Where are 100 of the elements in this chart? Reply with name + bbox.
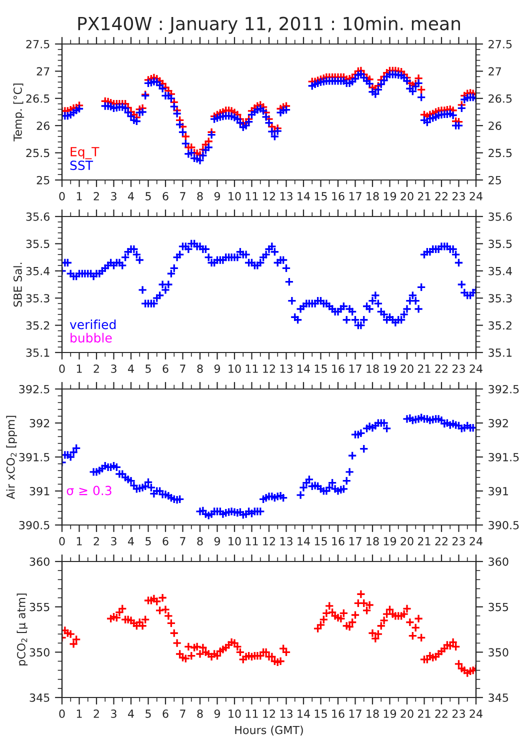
x-tick-label: 17 (349, 192, 362, 200)
x-tick-label: 11 (246, 364, 258, 373)
y-tick-label: 26 (36, 122, 50, 130)
y-tick-label: 35.6 (26, 212, 50, 221)
x-tick-label: 3 (111, 710, 116, 718)
x-tick-label: 5 (146, 537, 151, 546)
x-tick-label: 24 (470, 710, 482, 718)
x-tick-label: 16 (332, 364, 344, 373)
x-tick-label: 16 (332, 710, 344, 718)
x-tick-label: 8 (197, 364, 203, 373)
x-tick-label: 2 (94, 364, 99, 373)
y2-tick-label: 25 (488, 176, 501, 184)
x-tick-label: 10 (228, 537, 241, 546)
y-tick-label: 355 (30, 602, 50, 612)
x-tick-label: 6 (162, 364, 168, 373)
y-tick-label: 25.5 (26, 148, 50, 158)
y-tick-label: 35.1 (26, 348, 50, 357)
y2-tick-label: 35.1 (488, 348, 512, 357)
y-tick-label: 392 (30, 418, 50, 428)
chart-title: PX140W : January 11, 2011 : 10min. mean (78, 16, 460, 34)
y2-tick-label: 27.5 (488, 40, 512, 48)
x-tick-label: 9 (214, 537, 220, 546)
y2-tick-label: 392.5 (488, 384, 519, 394)
x-tick-label: 14 (298, 192, 310, 200)
x-tick-label: 6 (162, 537, 168, 546)
x-tick-label: 6 (162, 192, 168, 200)
x-tick-label: 19 (384, 364, 396, 373)
x-tick-label: 18 (366, 192, 379, 200)
x-tick-label: 13 (280, 710, 292, 718)
x-tick-label: 14 (298, 537, 310, 546)
x-tick-label: 8 (197, 192, 203, 200)
y2-tick-label: 35.6 (488, 212, 512, 221)
x-tick-label: 22 (435, 364, 448, 373)
x-tick-label: 0 (59, 364, 65, 373)
y-tick-label: 391.5 (19, 452, 50, 462)
x-tick-label: 13 (280, 364, 292, 373)
x-tick-label: 24 (470, 364, 482, 373)
x-tick-label: 12 (263, 537, 275, 546)
x-tick-label: 20 (400, 364, 414, 373)
y-tick-label: 27 (36, 67, 50, 76)
x-tick-label: 4 (128, 537, 134, 546)
y-tick-label: 27.5 (26, 40, 50, 48)
x-tick-label: 24 (470, 537, 482, 546)
y-axis-title: pCO$_{2}$ [μ atm] (16, 594, 28, 666)
x-tick-label: 16 (332, 537, 344, 546)
x-tick-label: 23 (452, 192, 465, 200)
x-tick-label: 1 (76, 192, 82, 200)
y-tick-label: 26.5 (26, 94, 50, 103)
x-tick-label: 4 (128, 710, 134, 718)
x-tick-label: 23 (452, 537, 465, 546)
legend-label: bubble (70, 332, 112, 343)
x-tick-label: 7 (180, 364, 186, 373)
y2-tick-label: 392 (488, 418, 508, 428)
y-tick-label: 345 (30, 693, 50, 702)
x-tick-label: 2 (94, 192, 99, 200)
x-tick-label: 17 (349, 710, 362, 718)
x-tick-label: 14 (298, 364, 310, 373)
x-tick-label: 0 (59, 192, 65, 200)
x-tick-label: 2 (94, 537, 99, 546)
y-tick-label: 35.3 (26, 294, 50, 302)
y2-tick-label: 25.5 (488, 148, 512, 158)
x-tick-label: 1 (76, 710, 82, 718)
x-tick-label: 15 (314, 364, 327, 373)
y2-tick-label: 390.5 (488, 520, 519, 530)
y2-tick-label: 26.5 (488, 94, 512, 103)
x-tick-label: 22 (435, 537, 448, 546)
x-tick-label: 24 (470, 192, 482, 200)
x-tick-label: 15 (314, 192, 327, 200)
x-tick-label: 23 (452, 710, 465, 718)
y2-tick-label: 355 (488, 602, 508, 612)
y-tick-label: 35.2 (26, 321, 50, 330)
y-tick-label: 390.5 (19, 520, 50, 530)
x-tick-label: 10 (228, 364, 241, 373)
x-tick-label: 7 (180, 710, 186, 718)
text: Eq_T (70, 147, 100, 160)
x-tick-label: 11 (246, 710, 258, 718)
y-axis-title: SBE Sal. (13, 262, 22, 307)
text: verified (70, 320, 116, 330)
x-tick-label: 5 (146, 364, 151, 373)
x-tick-label: 22 (435, 192, 448, 200)
x-tick-label: 13 (280, 192, 292, 200)
legend-label: σ ≥ 0.3 (66, 486, 112, 496)
x-tick-label: 11 (246, 192, 258, 200)
x-tick-label: 15 (314, 710, 327, 718)
x-axis-title: Hours (GMT) (235, 726, 303, 736)
text: SST (70, 160, 94, 170)
x-tick-label: 9 (214, 710, 220, 718)
x-tick-label: 7 (180, 537, 186, 546)
x-tick-label: 1 (76, 364, 82, 373)
x-tick-label: 18 (366, 710, 379, 718)
x-tick-label: 21 (418, 710, 430, 718)
x-tick-label: 22 (435, 710, 448, 718)
x-tick-label: 1 (76, 537, 82, 546)
y2-tick-label: 345 (488, 693, 508, 702)
x-tick-label: 17 (349, 364, 362, 373)
y-tick-label: 35.4 (26, 266, 50, 276)
x-tick-label: 12 (263, 364, 275, 373)
y2-tick-label: 391 (488, 486, 508, 496)
y-axis-title: Temp. [°C] (13, 84, 24, 142)
x-tick-label: 23 (452, 364, 465, 373)
